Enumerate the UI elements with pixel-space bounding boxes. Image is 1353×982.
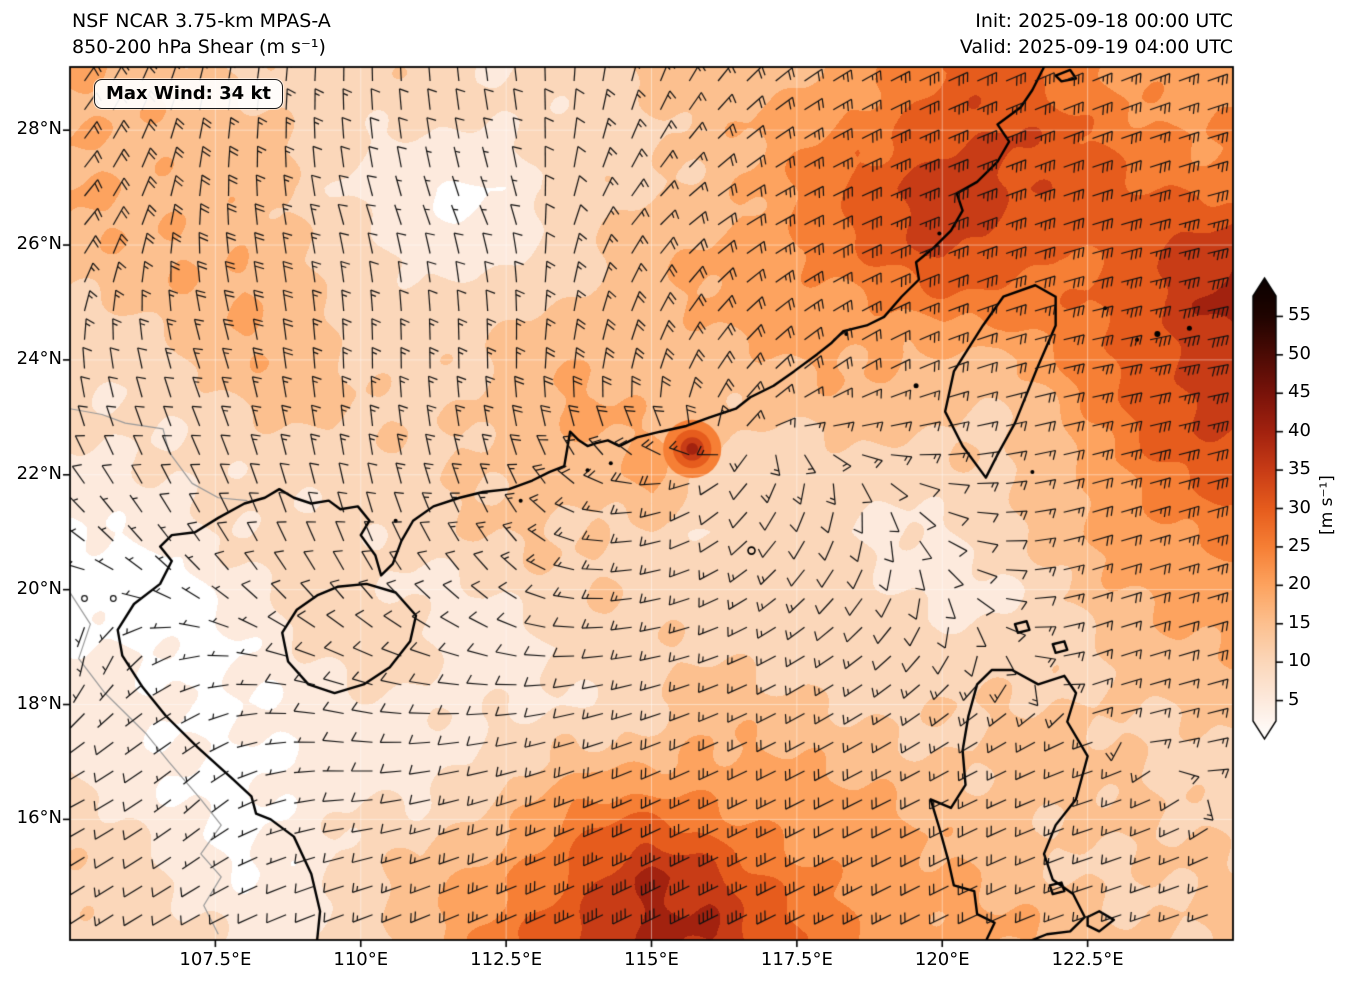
init-time-label: Init: 2025-09-18 00:00 UTC bbox=[975, 10, 1233, 32]
lat-tick-label: 24°N bbox=[16, 347, 62, 369]
lat-tick-label: 16°N bbox=[16, 807, 62, 829]
lat-tick-label: 20°N bbox=[16, 577, 62, 599]
lon-tick-label: 110°E bbox=[333, 949, 389, 970]
colorbar-unit-label: [m s⁻¹] bbox=[1317, 475, 1337, 535]
plot-title: NSF NCAR 3.75-km MPAS-A 850-200 hPa Shea… bbox=[72, 8, 331, 60]
colorbar-tick-label: 15 bbox=[1288, 611, 1311, 633]
run-times: Init: 2025-09-18 00:00 UTC Valid: 2025-0… bbox=[960, 8, 1233, 60]
colorbar-tick-label: 50 bbox=[1288, 342, 1311, 364]
colorbar-tick-label: 40 bbox=[1288, 419, 1311, 441]
title-line-2: 850-200 hPa Shear (m s⁻¹) bbox=[72, 36, 326, 58]
valid-time-label: Valid: 2025-09-19 04:00 UTC bbox=[959, 36, 1233, 58]
colorbar-tick-label: 35 bbox=[1288, 458, 1311, 480]
colorbar-tick-label: 10 bbox=[1288, 650, 1311, 672]
colorbar-tick-label: 25 bbox=[1288, 534, 1311, 556]
lat-tick-label: 22°N bbox=[16, 462, 62, 484]
lon-tick-label: 115°E bbox=[624, 949, 679, 970]
lat-tick-label: 18°N bbox=[16, 692, 62, 714]
lon-tick-label: 117.5°E bbox=[760, 949, 833, 970]
colorbar-tick-label: 45 bbox=[1288, 381, 1311, 403]
colorbar-tick-label: 55 bbox=[1288, 304, 1311, 326]
lon-tick-label: 120°E bbox=[914, 949, 970, 970]
title-line-1: NSF NCAR 3.75-km MPAS-A bbox=[72, 10, 331, 32]
colorbar-tick-label: 30 bbox=[1288, 496, 1311, 518]
lon-tick-label: 122.5°E bbox=[1051, 949, 1124, 970]
lat-tick-label: 28°N bbox=[16, 118, 62, 140]
lon-tick-label: 107.5°E bbox=[179, 949, 252, 970]
colorbar-tick-label: 5 bbox=[1288, 688, 1300, 710]
lat-tick-label: 26°N bbox=[16, 233, 62, 255]
lon-tick-label: 112.5°E bbox=[470, 949, 543, 970]
colorbar-tick-label: 20 bbox=[1288, 573, 1311, 595]
max-wind-badge: Max Wind: 34 kt bbox=[94, 79, 284, 109]
